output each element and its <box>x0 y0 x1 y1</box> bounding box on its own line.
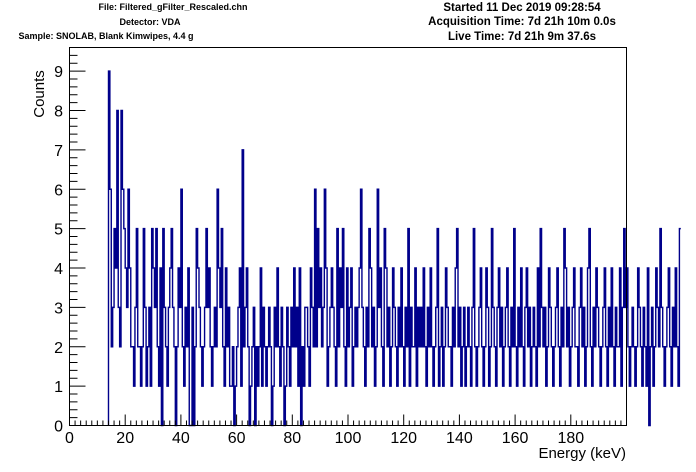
y-tick-label: 9 <box>54 64 63 81</box>
y-tick-label: 6 <box>54 182 63 199</box>
y-tick-label: 1 <box>54 379 63 396</box>
header-file: File: Filtered_gFilter_Rescaled.chn <box>98 2 248 12</box>
header-acquisition-time: Acquisition Time: 7d 21h 10m 0.0s <box>428 16 616 28</box>
y-tick-label: 0 <box>54 419 63 436</box>
header-started: Started 11 Dec 2019 09:28:54 <box>443 2 601 14</box>
y-axis: 0 1 2 3 4 5 6 7 8 9 <box>54 47 86 436</box>
y-tick-label: 5 <box>54 222 63 239</box>
x-tick-label: 40 <box>172 430 190 447</box>
x-tick-label: 20 <box>116 430 134 447</box>
y-tick-label: 3 <box>54 300 63 317</box>
x-axis-title: Energy (keV) <box>538 445 626 462</box>
histogram-line <box>107 70 681 427</box>
header-sample: Sample: SNOLAB, Blank Kimwipes, 4.4 g <box>18 31 194 41</box>
header-detector: Detector: VDA <box>119 17 181 27</box>
x-tick-label: 140 <box>446 430 473 447</box>
x-tick-label: 180 <box>557 430 584 447</box>
x-tick-label: 0 <box>65 430 74 447</box>
x-tick-label: 60 <box>228 430 246 447</box>
y-axis-title: Counts <box>31 70 48 118</box>
header-live-time: Live Time: 7d 21h 9m 37.6s <box>447 31 597 43</box>
x-tick-label: 80 <box>283 430 301 447</box>
x-tick-label: 100 <box>335 430 362 447</box>
x-tick-label: 160 <box>502 430 529 447</box>
y-tick-label: 7 <box>54 143 63 160</box>
x-axis: 0 20 40 60 80 100 120 140 160 180 <box>65 414 627 447</box>
histogram-series <box>107 70 681 427</box>
x-tick-label: 120 <box>390 430 417 447</box>
y-tick-label: 4 <box>54 261 63 278</box>
y-tick-label: 8 <box>54 104 63 121</box>
y-tick-label: 2 <box>54 340 63 357</box>
